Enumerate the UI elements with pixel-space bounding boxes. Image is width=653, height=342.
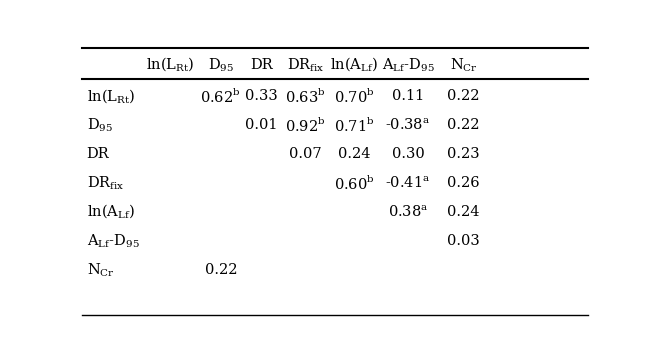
Text: 0.62$^{\mathregular{b}}$: 0.62$^{\mathregular{b}}$: [200, 87, 241, 105]
Text: 0.23: 0.23: [447, 147, 480, 161]
Text: 0.92$^{\mathregular{b}}$: 0.92$^{\mathregular{b}}$: [285, 116, 326, 134]
Text: 0.22: 0.22: [447, 118, 480, 132]
Text: 0.24: 0.24: [338, 147, 370, 161]
Text: 0.07: 0.07: [289, 147, 322, 161]
Text: 0.11: 0.11: [392, 89, 424, 103]
Text: DR: DR: [250, 58, 272, 72]
Text: 0.30: 0.30: [392, 147, 424, 161]
Text: A$_{\mathregular{Lf}}$-D$_{\mathregular{95}}$: A$_{\mathregular{Lf}}$-D$_{\mathregular{…: [381, 56, 434, 74]
Text: ln(L$_{\mathregular{Rt}}$): ln(L$_{\mathregular{Rt}}$): [146, 55, 195, 74]
Text: -0.41$^{\mathregular{a}}$: -0.41$^{\mathregular{a}}$: [385, 175, 431, 191]
Text: ln(A$_{\mathregular{Lf}}$): ln(A$_{\mathregular{Lf}}$): [330, 55, 378, 74]
Text: 0.22: 0.22: [447, 89, 480, 103]
Text: ln(A$_{\mathregular{Lf}}$): ln(A$_{\mathregular{Lf}}$): [87, 203, 135, 221]
Text: 0.71$^{\mathregular{b}}$: 0.71$^{\mathregular{b}}$: [334, 116, 374, 134]
Text: 0.26: 0.26: [447, 176, 480, 190]
Text: 0.22: 0.22: [204, 263, 237, 277]
Text: 0.03: 0.03: [447, 234, 480, 248]
Text: 0.24: 0.24: [447, 205, 480, 219]
Text: N$_{\mathregular{Cr}}$: N$_{\mathregular{Cr}}$: [450, 56, 477, 74]
Text: 0.70$^{\mathregular{b}}$: 0.70$^{\mathregular{b}}$: [334, 87, 374, 105]
Text: -0.38$^{\mathregular{a}}$: -0.38$^{\mathregular{a}}$: [385, 117, 431, 133]
Text: 0.38$^{\mathregular{a}}$: 0.38$^{\mathregular{a}}$: [388, 204, 428, 220]
Text: 0.60$^{\mathregular{b}}$: 0.60$^{\mathregular{b}}$: [334, 174, 374, 192]
Text: 0.01: 0.01: [245, 118, 278, 132]
Text: DR: DR: [87, 147, 109, 161]
Text: N$_{\mathregular{Cr}}$: N$_{\mathregular{Cr}}$: [87, 261, 114, 279]
Text: A$_{\mathregular{Lf}}$-D$_{\mathregular{95}}$: A$_{\mathregular{Lf}}$-D$_{\mathregular{…: [87, 232, 140, 250]
Text: ln(L$_{\mathregular{Rt}}$): ln(L$_{\mathregular{Rt}}$): [87, 87, 135, 106]
Text: D$_{\mathregular{95}}$: D$_{\mathregular{95}}$: [87, 117, 113, 134]
Text: 0.63$^{\mathregular{b}}$: 0.63$^{\mathregular{b}}$: [285, 87, 326, 105]
Text: DR$_{\mathregular{fix}}$: DR$_{\mathregular{fix}}$: [87, 174, 124, 192]
Text: D$_{\mathregular{95}}$: D$_{\mathregular{95}}$: [208, 56, 234, 74]
Text: 0.33: 0.33: [245, 89, 278, 103]
Text: DR$_{\mathregular{fix}}$: DR$_{\mathregular{fix}}$: [287, 56, 324, 74]
